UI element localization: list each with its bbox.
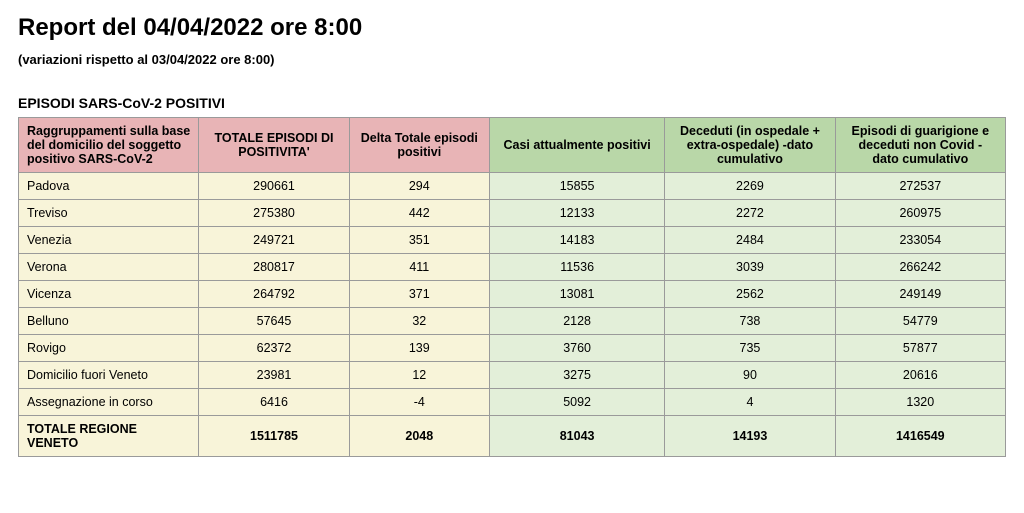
- cell-value: 5092: [489, 389, 664, 416]
- section-title: EPISODI SARS-CoV-2 POSITIVI: [18, 95, 1006, 111]
- table-row: Belluno5764532212873854779: [19, 308, 1006, 335]
- cell-value: 280817: [199, 254, 349, 281]
- table-row: Venezia249721351141832484233054: [19, 227, 1006, 254]
- row-label: Vicenza: [19, 281, 199, 308]
- table-row: Domicilio fuori Veneto239811232759020616: [19, 362, 1006, 389]
- table-header-row: Raggruppamenti sulla base del domicilio …: [19, 118, 1006, 173]
- cell-value: 2269: [665, 173, 835, 200]
- row-label: Rovigo: [19, 335, 199, 362]
- cell-value: 13081: [489, 281, 664, 308]
- cell-value: 2562: [665, 281, 835, 308]
- cell-value: 249149: [835, 281, 1005, 308]
- col-header-total: TOTALE EPISODI DI POSITIVITA': [199, 118, 349, 173]
- col-header-current: Casi attualmente positivi: [489, 118, 664, 173]
- cell-value: 1320: [835, 389, 1005, 416]
- cell-value: 139: [349, 335, 489, 362]
- row-label: TOTALE REGIONE VENETO: [19, 416, 199, 457]
- row-label: Verona: [19, 254, 199, 281]
- report-subtitle: (variazioni rispetto al 03/04/2022 ore 8…: [18, 52, 1006, 67]
- cell-value: 32: [349, 308, 489, 335]
- table-row: Rovigo62372139376073557877: [19, 335, 1006, 362]
- cell-value: 12: [349, 362, 489, 389]
- table-total-row: TOTALE REGIONE VENETO1511785204881043141…: [19, 416, 1006, 457]
- col-header-grouping: Raggruppamenti sulla base del domicilio …: [19, 118, 199, 173]
- cell-value: 260975: [835, 200, 1005, 227]
- row-label: Padova: [19, 173, 199, 200]
- cell-value: 233054: [835, 227, 1005, 254]
- table-row: Treviso275380442121332272260975: [19, 200, 1006, 227]
- cell-value: 23981: [199, 362, 349, 389]
- cell-value: 81043: [489, 416, 664, 457]
- cell-value: 90: [665, 362, 835, 389]
- row-label: Assegnazione in corso: [19, 389, 199, 416]
- cell-value: 62372: [199, 335, 349, 362]
- table-row: Assegnazione in corso6416-4509241320: [19, 389, 1006, 416]
- cell-value: 442: [349, 200, 489, 227]
- cell-value: 1511785: [199, 416, 349, 457]
- table-row: Vicenza264792371130812562249149: [19, 281, 1006, 308]
- cell-value: 14193: [665, 416, 835, 457]
- cell-value: 12133: [489, 200, 664, 227]
- report-title: Report del 04/04/2022 ore 8:00: [18, 14, 1006, 42]
- row-label: Treviso: [19, 200, 199, 227]
- cell-value: 57877: [835, 335, 1005, 362]
- cell-value: 1416549: [835, 416, 1005, 457]
- col-header-recovered: Episodi di guarigione e deceduti non Cov…: [835, 118, 1005, 173]
- cell-value: 3275: [489, 362, 664, 389]
- cell-value: 57645: [199, 308, 349, 335]
- row-label: Domicilio fuori Veneto: [19, 362, 199, 389]
- cell-value: 4: [665, 389, 835, 416]
- cell-value: 411: [349, 254, 489, 281]
- table-row: Padova290661294158552269272537: [19, 173, 1006, 200]
- row-label: Belluno: [19, 308, 199, 335]
- cell-value: 54779: [835, 308, 1005, 335]
- cell-value: 6416: [199, 389, 349, 416]
- cases-table: Raggruppamenti sulla base del domicilio …: [18, 117, 1006, 457]
- cell-value: 272537: [835, 173, 1005, 200]
- cell-value: 371: [349, 281, 489, 308]
- cell-value: 15855: [489, 173, 664, 200]
- cell-value: 14183: [489, 227, 664, 254]
- cell-value: 294: [349, 173, 489, 200]
- cell-value: 735: [665, 335, 835, 362]
- cell-value: 738: [665, 308, 835, 335]
- cell-value: 2048: [349, 416, 489, 457]
- cell-value: 275380: [199, 200, 349, 227]
- col-header-delta: Delta Totale episodi positivi: [349, 118, 489, 173]
- cell-value: 351: [349, 227, 489, 254]
- cell-value: 2272: [665, 200, 835, 227]
- col-header-deceased: Deceduti (in ospedale + extra-ospedale) …: [665, 118, 835, 173]
- cell-value: 3760: [489, 335, 664, 362]
- row-label: Venezia: [19, 227, 199, 254]
- cell-value: 266242: [835, 254, 1005, 281]
- cell-value: 11536: [489, 254, 664, 281]
- cell-value: 2484: [665, 227, 835, 254]
- cell-value: 20616: [835, 362, 1005, 389]
- cell-value: 264792: [199, 281, 349, 308]
- cell-value: -4: [349, 389, 489, 416]
- cell-value: 2128: [489, 308, 664, 335]
- cell-value: 290661: [199, 173, 349, 200]
- cell-value: 3039: [665, 254, 835, 281]
- table-row: Verona280817411115363039266242: [19, 254, 1006, 281]
- cell-value: 249721: [199, 227, 349, 254]
